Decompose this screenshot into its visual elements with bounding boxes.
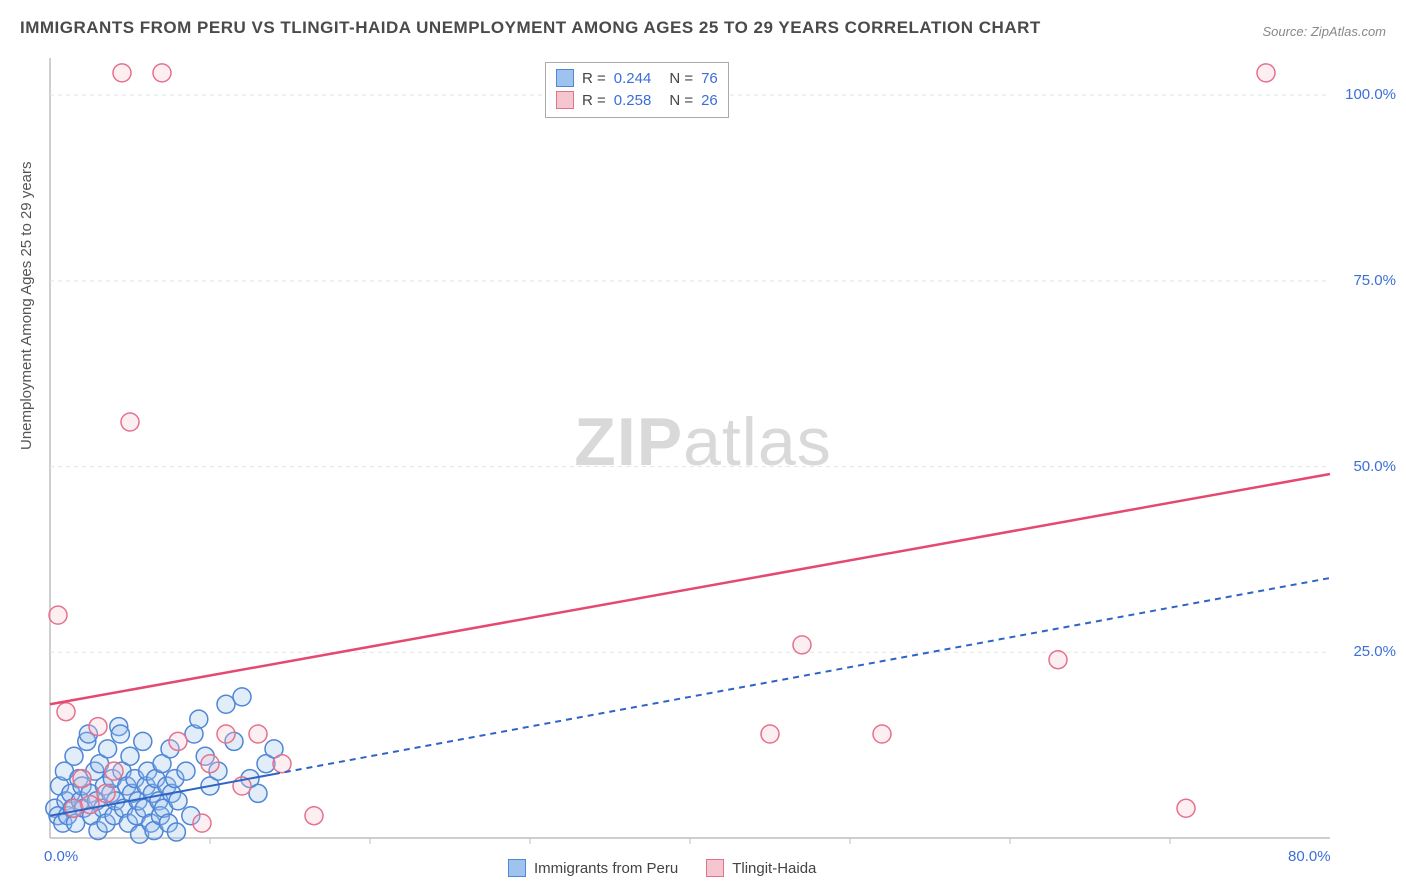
- legend-swatch: [556, 91, 574, 109]
- legend-swatch: [706, 859, 724, 877]
- legend-r-value: 0.258: [614, 92, 652, 109]
- x-tick-label: 80.0%: [1288, 848, 1331, 865]
- plot-area: [0, 0, 1406, 892]
- legend-n-value: 26: [701, 92, 718, 109]
- legend-n-label: N =: [669, 70, 693, 87]
- legend-r-label: R =: [582, 92, 606, 109]
- legend-swatch: [556, 69, 574, 87]
- legend-series-item: Tlingit-Haida: [706, 859, 816, 877]
- y-tick-label: 50.0%: [1336, 458, 1396, 475]
- x-tick-label: 0.0%: [44, 848, 78, 865]
- y-tick-label: 75.0%: [1336, 272, 1396, 289]
- legend-correlation-row: R = 0.258 N = 26: [556, 89, 718, 111]
- legend-swatch: [508, 859, 526, 877]
- y-tick-label: 25.0%: [1336, 643, 1396, 660]
- legend-series-item: Immigrants from Peru: [508, 859, 678, 877]
- legend-r-value: 0.244: [614, 70, 652, 87]
- legend-correlation-box: R = 0.244 N = 76 R = 0.258 N = 26: [545, 62, 729, 118]
- legend-series-label: Tlingit-Haida: [732, 860, 816, 877]
- legend-r-label: R =: [582, 70, 606, 87]
- y-tick-label: 100.0%: [1336, 86, 1396, 103]
- legend-correlation-row: R = 0.244 N = 76: [556, 67, 718, 89]
- legend-n-label: N =: [669, 92, 693, 109]
- legend-series-label: Immigrants from Peru: [534, 860, 678, 877]
- legend-series: Immigrants from Peru Tlingit-Haida: [508, 859, 816, 877]
- legend-n-value: 76: [701, 70, 718, 87]
- correlation-chart: IMMIGRANTS FROM PERU VS TLINGIT-HAIDA UN…: [0, 0, 1406, 892]
